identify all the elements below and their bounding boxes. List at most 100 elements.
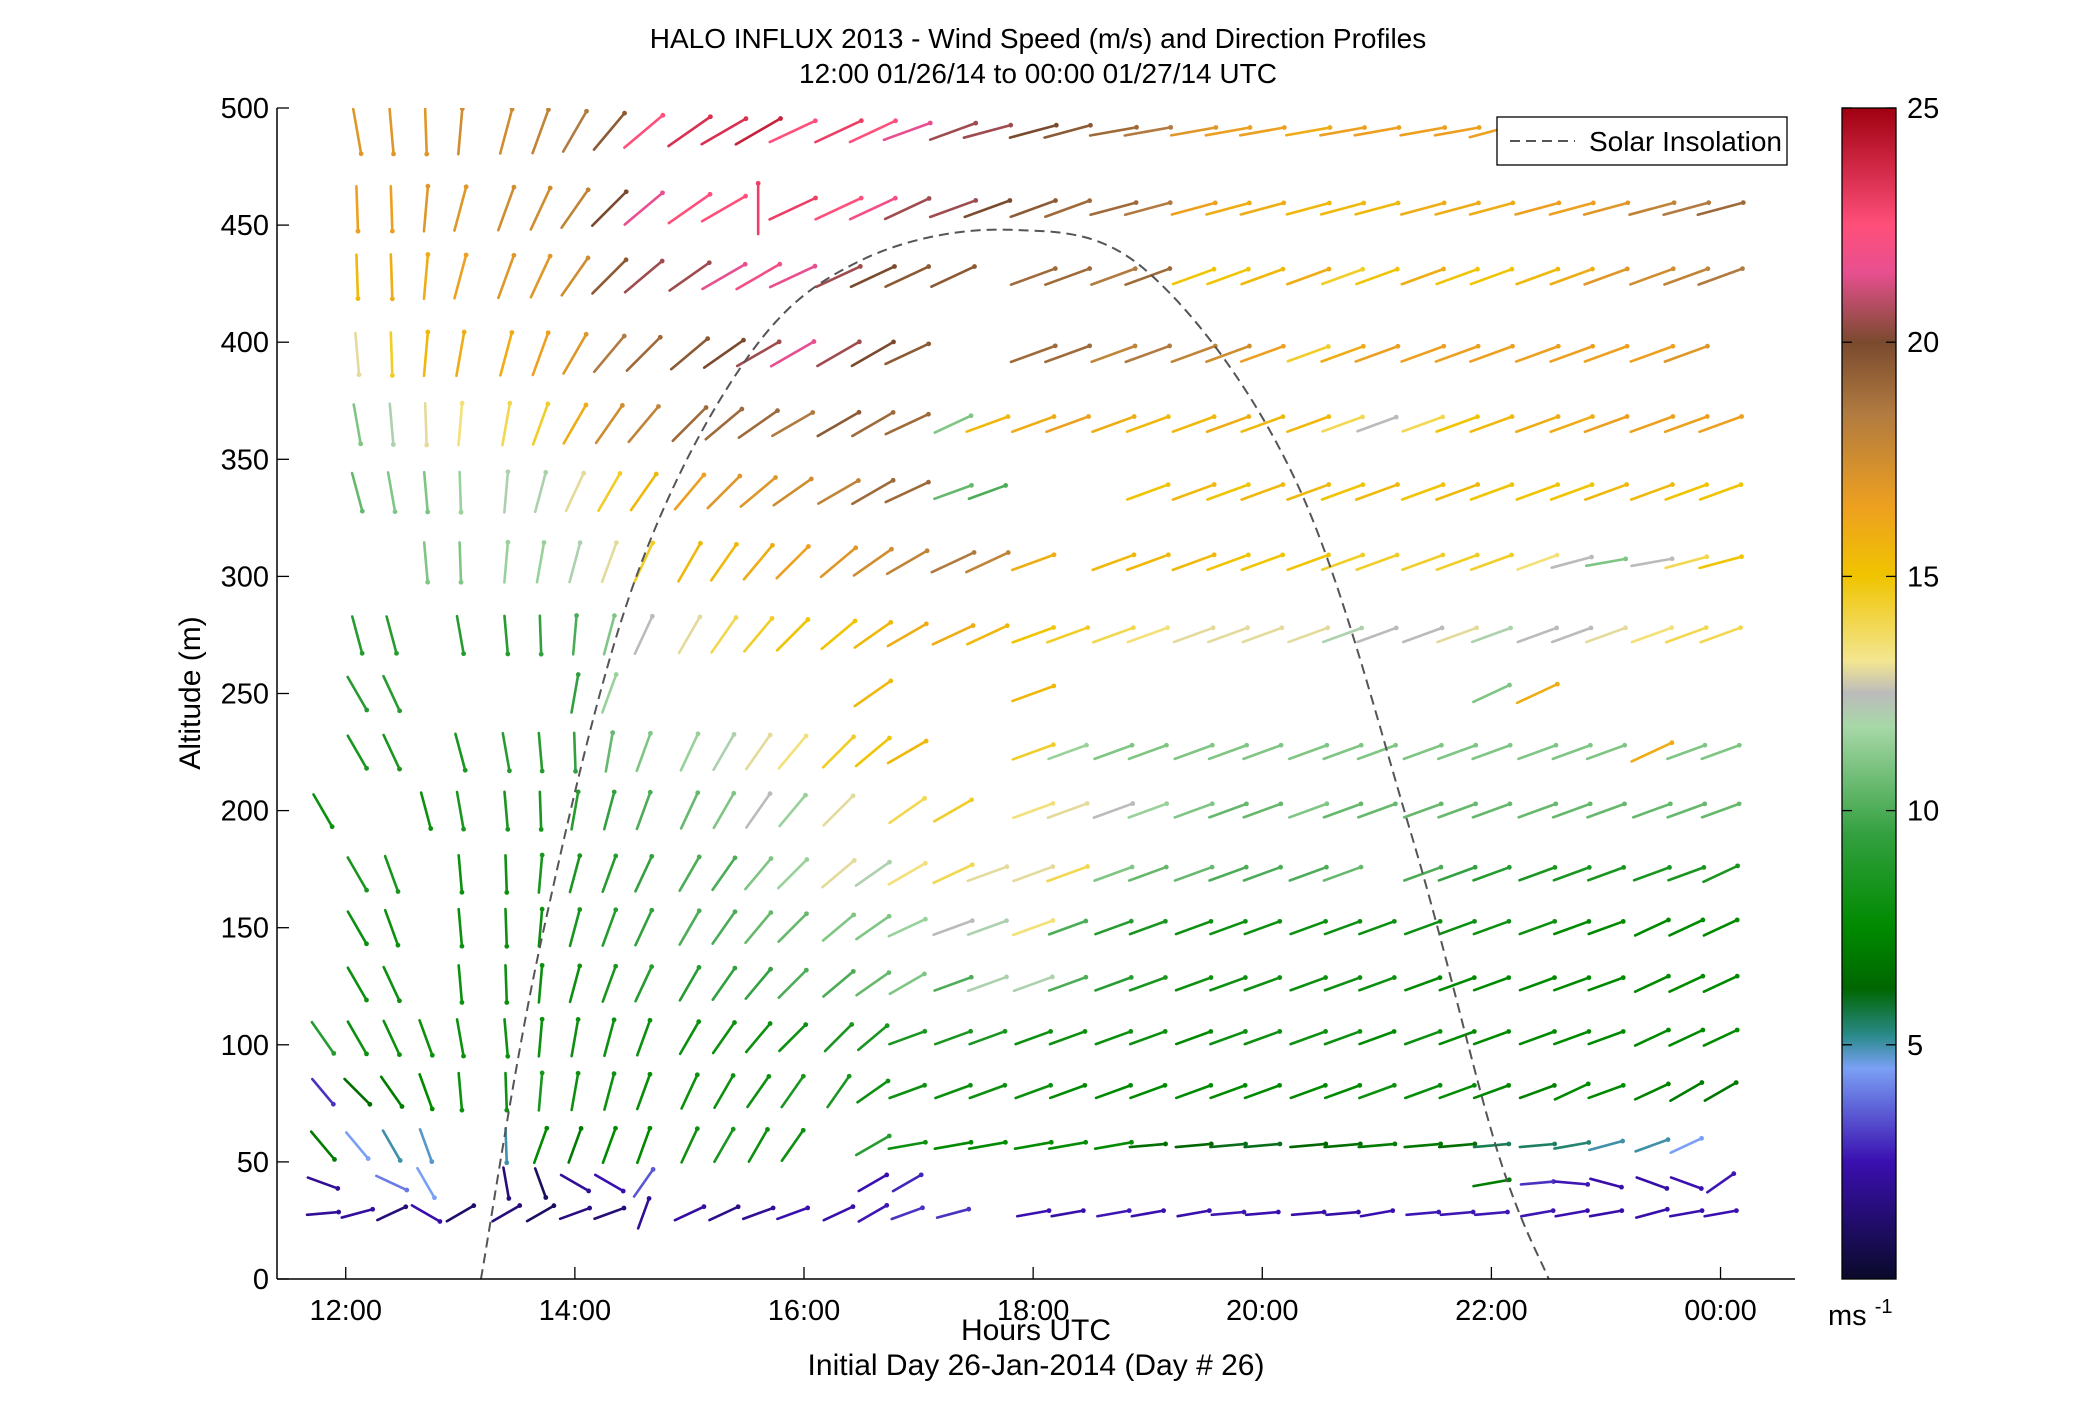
wind-arrow — [1472, 683, 1511, 704]
wind-arrow-head — [851, 912, 857, 918]
wind-arrow-head — [1476, 200, 1481, 206]
wind-arrow-head — [1084, 742, 1089, 748]
wind-arrow — [532, 1126, 549, 1165]
wind-arrow-head — [1130, 625, 1136, 631]
wind-arrow-head — [1005, 550, 1011, 555]
wind-arrow — [1587, 1030, 1625, 1046]
wind-arrow-head — [1441, 200, 1447, 206]
wind-arrow-head — [1665, 1081, 1671, 1087]
x-axis-label: Hours UTC — [961, 1314, 1111, 1347]
wind-arrow-head — [767, 1021, 773, 1026]
wind-arrow — [891, 1173, 923, 1193]
wind-arrow-head — [768, 856, 774, 861]
wind-arrow — [1696, 201, 1745, 217]
wind-arrow — [822, 1205, 855, 1222]
wind-arrow — [386, 471, 397, 514]
wind-arrow — [1123, 201, 1172, 217]
wind-arrow-head — [397, 1052, 402, 1058]
wind-arrow — [1208, 802, 1248, 819]
wind-arrow-head — [1126, 1208, 1132, 1214]
wind-arrow — [594, 404, 624, 445]
wind-arrow-head — [505, 469, 511, 475]
wind-arrow — [1552, 866, 1591, 882]
wind-arrow-head — [1391, 1082, 1397, 1088]
wind-arrow-head — [1245, 482, 1251, 488]
wind-arrow — [1668, 974, 1705, 993]
wind-arrow-head — [1323, 975, 1328, 980]
wind-arrow — [529, 254, 552, 299]
wind-arrow-head — [890, 477, 896, 483]
wind-arrow-head — [425, 183, 431, 189]
wind-arrow — [1243, 1142, 1282, 1149]
wind-arrow-head — [810, 410, 816, 415]
wind-arrow-head — [1507, 682, 1512, 688]
wind-arrow-head — [1438, 801, 1444, 807]
wind-arrow-head — [1128, 1029, 1134, 1034]
wind-arrow — [1288, 743, 1329, 761]
wind-arrow — [854, 736, 891, 768]
wind-arrow-head — [971, 550, 977, 555]
wind-arrow — [1323, 1142, 1362, 1149]
wind-arrow — [504, 964, 509, 1004]
wind-arrow — [560, 188, 590, 229]
wind-arrow-head — [1739, 554, 1744, 560]
wind-arrow — [355, 184, 360, 233]
wind-arrow-head — [1129, 864, 1135, 870]
wind-arrow — [814, 196, 863, 221]
wind-arrow — [1663, 267, 1710, 286]
colorbar-tick-label: 20 — [1907, 327, 1939, 359]
wind-arrow-head — [425, 329, 431, 335]
wind-arrow-head — [803, 967, 809, 973]
wind-arrow — [887, 917, 927, 938]
chart-title: HALO INFLUX 2013 - Wind Speed (m/s) and … — [650, 23, 1427, 54]
wind-arrow-head — [731, 731, 737, 737]
wind-arrow — [340, 1207, 374, 1219]
wind-arrow — [1514, 201, 1561, 216]
wind-arrow — [1045, 626, 1090, 644]
wind-arrow-head — [505, 539, 511, 545]
wind-arrow — [737, 409, 779, 439]
wind-arrow-head — [803, 1022, 809, 1028]
wind-arrow-head — [703, 405, 709, 410]
wind-arrow — [1551, 743, 1592, 761]
wind-arrow — [457, 1071, 464, 1112]
wind-arrow — [821, 859, 856, 889]
wind-arrow-head — [623, 257, 629, 263]
wind-arrow — [1125, 483, 1170, 501]
wind-arrow — [1405, 1210, 1441, 1217]
wind-arrow — [1403, 1142, 1442, 1149]
wind-arrow — [382, 674, 401, 713]
wind-arrow — [1587, 976, 1625, 992]
wind-arrow-head — [926, 264, 932, 269]
wind-arrow — [533, 471, 548, 514]
wind-arrow — [602, 614, 616, 656]
wind-arrow-head — [1326, 200, 1332, 206]
wind-arrow-head — [459, 108, 465, 112]
wind-arrow-head — [1053, 198, 1058, 203]
wind-arrow — [1401, 553, 1445, 572]
wind-arrow-head — [1438, 864, 1444, 870]
wind-arrow — [1323, 1084, 1362, 1100]
wind-arrow — [1516, 626, 1558, 644]
wind-arrow — [884, 412, 930, 436]
wind-arrow — [678, 1020, 701, 1056]
wind-arrow — [968, 1030, 1007, 1046]
wind-arrow — [635, 1018, 652, 1057]
wind-arrow-head — [611, 1017, 617, 1023]
wind-arrow-head — [800, 1127, 806, 1133]
colorbar-unit-exponent: -1 — [1875, 1296, 1893, 1318]
wind-arrow — [888, 1083, 926, 1100]
wind-arrow — [1050, 1209, 1085, 1218]
wind-arrow — [742, 544, 774, 581]
colorbar-tick-label: 25 — [1907, 93, 1939, 125]
wind-arrow-head — [610, 730, 616, 736]
wind-arrow-head — [1436, 1209, 1442, 1215]
wind-arrow-head — [547, 253, 553, 259]
wind-arrow — [1472, 1084, 1510, 1100]
wind-arrow-head — [1049, 974, 1055, 980]
wind-arrow-head — [613, 1125, 618, 1131]
wind-arrow-head — [1085, 625, 1091, 630]
wind-arrow — [1325, 1210, 1360, 1217]
wind-arrow — [884, 480, 930, 504]
wind-arrow — [1239, 344, 1285, 363]
